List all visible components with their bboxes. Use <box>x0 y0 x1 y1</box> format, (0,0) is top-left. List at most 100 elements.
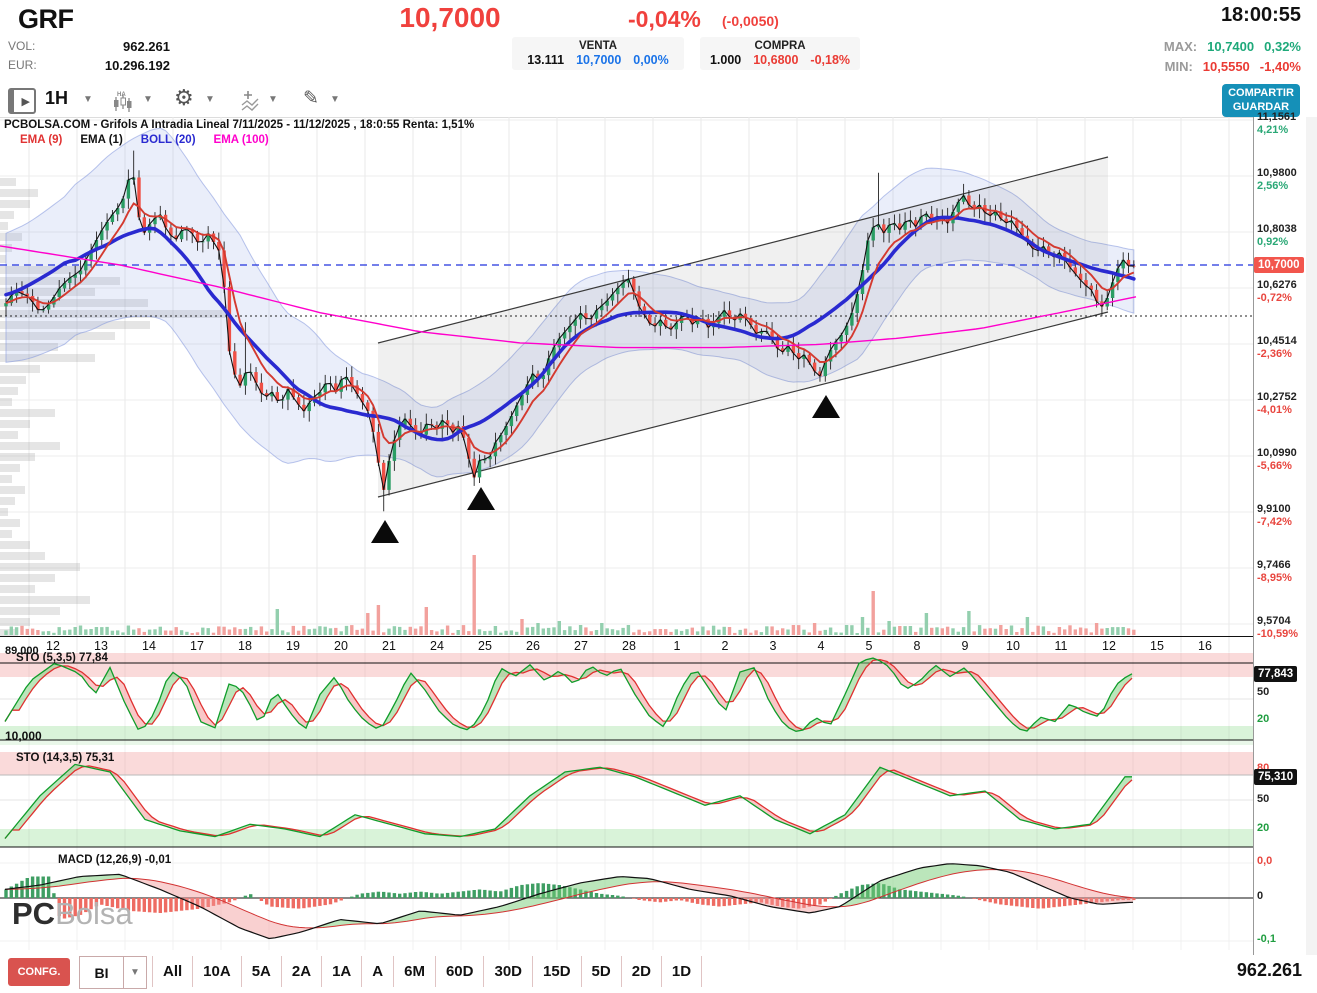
range-button-60d[interactable]: 60D <box>436 956 485 987</box>
max-pct: 0,32% <box>1264 39 1301 54</box>
svg-text:13: 13 <box>94 639 108 652</box>
svg-text:10: 10 <box>1006 639 1020 652</box>
axis-price-5: 10,2752 <box>1257 391 1297 403</box>
draw-pencil-icon[interactable]: ✎ <box>303 88 319 109</box>
axis-price-8: 9,7466 <box>1257 559 1291 571</box>
legend-item-3: EMA (100) <box>213 134 269 146</box>
change-percent: -0,04% <box>628 6 701 32</box>
draw-caret-icon[interactable]: ▼ <box>330 94 340 105</box>
compra-label: COMPRA <box>754 40 806 52</box>
sto1-value-badge: 77,843 <box>1254 666 1298 682</box>
svg-text:18: 18 <box>238 639 252 652</box>
compra-pct: -0,18% <box>810 53 851 67</box>
range-button-1d[interactable]: 1D <box>662 956 703 987</box>
range-button-6m[interactable]: 6M <box>394 956 436 987</box>
clock: 18:00:55 <box>1220 4 1301 26</box>
settings-gear-icon[interactable]: ⚙ <box>174 85 194 110</box>
exchange-select[interactable]: BI ▼ <box>79 956 147 989</box>
svg-text:25: 25 <box>478 639 492 652</box>
share-save-button[interactable]: COMPARTIR GUARDAR <box>1222 84 1300 117</box>
svg-text:12: 12 <box>1102 639 1116 652</box>
axis-price-9: 9,5704 <box>1257 615 1291 627</box>
save-label: GUARDAR <box>1232 100 1290 113</box>
add-indicator-icon[interactable] <box>240 89 264 113</box>
svg-text:11: 11 <box>1055 639 1068 652</box>
svg-text:20: 20 <box>334 639 348 652</box>
eur-row: EUR: 10.296.192 <box>8 58 178 73</box>
svg-text:2: 2 <box>722 639 729 652</box>
change-absolute: (-0,0050) <box>722 13 779 29</box>
sto1-panel[interactable] <box>0 652 1253 746</box>
volume-row: VOL: 962.261 <box>8 39 178 54</box>
share-label: COMPARTIR <box>1228 86 1294 99</box>
range-button-5a[interactable]: 5A <box>242 956 282 987</box>
macd-bottom-label: -0,1 <box>1257 933 1276 945</box>
svg-text:27: 27 <box>574 639 588 652</box>
config-button[interactable]: CONFG. <box>8 958 70 986</box>
add-indicator-caret-icon[interactable]: ▼ <box>268 94 278 105</box>
range-button-10a[interactable]: 10A <box>193 956 242 987</box>
exchange-value: BI <box>94 964 109 981</box>
overlay-scale-label: 10,000 <box>5 729 42 743</box>
candle-type-icon[interactable]: HA <box>110 89 134 113</box>
venta-quote-box[interactable]: VENTA 13.111 10,7000 0,00% <box>512 37 684 70</box>
eur-value: 10.296.192 <box>104 58 170 73</box>
min-label: MIN: <box>1164 59 1193 74</box>
range-button-a[interactable]: A <box>362 956 395 987</box>
sidebar-toggle-button[interactable]: ▶ <box>8 88 36 114</box>
vol-value: 962.261 <box>123 39 170 54</box>
range-button-2d[interactable]: 2D <box>622 956 662 987</box>
range-button-1a[interactable]: 1A <box>322 956 363 987</box>
toolbar: ▶ 1H ▼ HA ▼ ⚙ ▼ ▼ ✎ ▼ COMPARTIR GUARDAR <box>0 84 1317 118</box>
watermark-light: Bolsa <box>55 896 133 931</box>
venta-price: 10,7000 <box>576 53 622 67</box>
bottom-bar: CONFG. BI ▼ All 10A 5A 2A 1A A 6M 60D 30D 15D 5D 2D… <box>0 953 1317 993</box>
pcbolsa-watermark: PCBolsa <box>12 896 133 932</box>
sto2-top-label: 80 <box>1257 762 1270 774</box>
svg-text:15: 15 <box>1150 639 1164 652</box>
timeframe-caret-icon[interactable]: ▼ <box>83 94 93 105</box>
current-price-badge: 10,7000 <box>1254 257 1304 273</box>
axis-price-7: 9,9100 <box>1257 503 1291 515</box>
max-value: 10,7400 <box>1207 39 1255 54</box>
axis-pct-8: -8,95% <box>1257 572 1292 584</box>
watermark-bold: PC <box>12 896 56 931</box>
svg-text:14: 14 <box>142 639 156 652</box>
legend-item-0: EMA (9) <box>20 134 63 146</box>
last-price: 10,7000 <box>399 2 501 33</box>
range-button-30d[interactable]: 30D <box>484 956 534 987</box>
axis-pct-0: 4,21% <box>1257 124 1289 136</box>
main-price-chart[interactable]: 12 13 14 17 18 19 20 21 24 25 26 27 28 1 2 3 4 5 8 9 10 11 12 1… <box>0 117 1253 652</box>
svg-text:21: 21 <box>382 639 396 652</box>
sto2-mid-label: 50 <box>1257 793 1270 805</box>
range-button-15d[interactable]: 15D <box>533 956 582 987</box>
svg-text:19: 19 <box>286 639 300 652</box>
sto2-low-label: 20 <box>1257 822 1270 834</box>
candle-type-caret-icon[interactable]: ▼ <box>143 94 153 105</box>
timeframe-value[interactable]: 1H <box>45 88 69 108</box>
range-button-2a[interactable]: 2A <box>282 956 323 987</box>
symbol-ticker: GRF <box>18 4 74 34</box>
venta-pct: 0,00% <box>633 53 669 67</box>
svg-text:16: 16 <box>1198 639 1212 652</box>
macd-panel[interactable] <box>0 852 1253 950</box>
svg-text:HA: HA <box>117 92 126 98</box>
range-button-all[interactable]: All <box>153 956 194 987</box>
exchange-caret-icon[interactable]: ▼ <box>123 957 146 988</box>
sto1-mid-label: 50 <box>1257 686 1270 698</box>
min-value: 10,5550 <box>1202 59 1250 74</box>
axis-pct-7: -7,42% <box>1257 516 1292 528</box>
overlay-volume-scale-label: 89.000 <box>5 645 39 657</box>
sto2-panel[interactable] <box>0 746 1253 852</box>
svg-text:24: 24 <box>430 639 444 652</box>
venta-qty: 13.111 <box>527 53 565 67</box>
axis-price-3: 10,6276 <box>1257 279 1297 291</box>
axis-pct-2: 0,92% <box>1257 236 1289 248</box>
axis-price-4: 10,4514 <box>1257 335 1297 347</box>
price-axis[interactable]: 11,1561 4,21% 10,9800 2,56% 10,8038 0,92% 10,6… <box>1253 111 1317 955</box>
svg-text:4: 4 <box>818 639 825 652</box>
settings-caret-icon[interactable]: ▼ <box>205 94 215 105</box>
range-button-5d[interactable]: 5D <box>582 956 622 987</box>
svg-text:8: 8 <box>914 639 921 652</box>
compra-quote-box[interactable]: COMPRA 1.000 10,6800 -0,18% <box>700 37 860 70</box>
